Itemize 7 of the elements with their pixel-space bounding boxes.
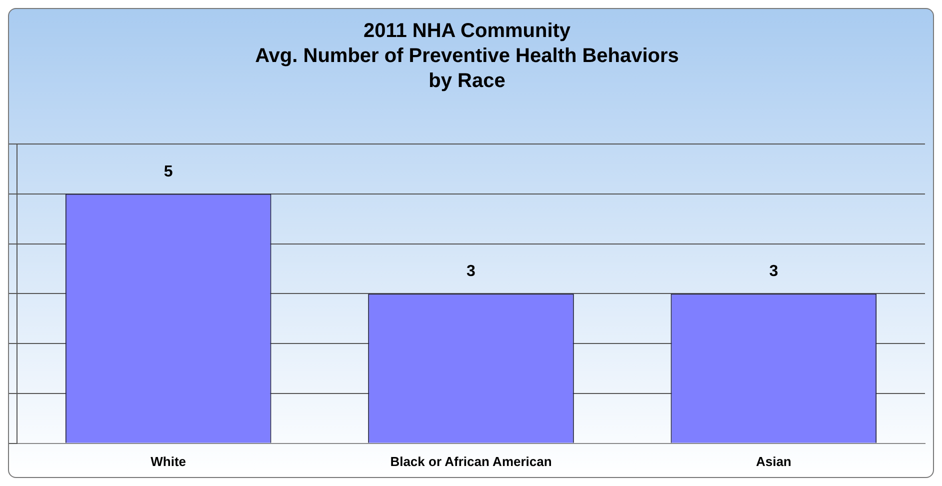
data-label: 3 xyxy=(466,263,476,280)
x-tick-label: Black or African American xyxy=(390,454,552,469)
data-label: 5 xyxy=(164,163,173,180)
chart-title: 2011 NHA Community Avg. Number of Preventive Health Behaviors by Race xyxy=(255,20,679,92)
data-label: 3 xyxy=(769,263,778,280)
x-tick-label: Asian xyxy=(756,454,792,469)
x-tick-label: White xyxy=(150,454,186,469)
